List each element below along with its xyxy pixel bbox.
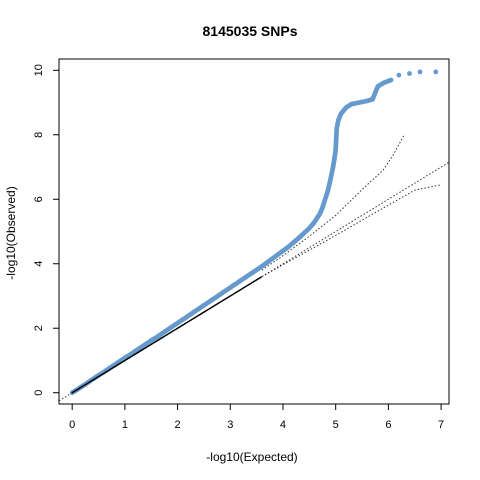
observed-point bbox=[407, 71, 412, 76]
observed-point bbox=[388, 77, 394, 83]
x-tick-label: 2 bbox=[175, 419, 181, 431]
x-tick-label: 0 bbox=[69, 419, 75, 431]
observed-point bbox=[417, 69, 423, 75]
y-axis: 0 2 4 6 8 10 bbox=[33, 64, 59, 396]
y-tick-label: 6 bbox=[33, 196, 45, 202]
data-points bbox=[69, 69, 439, 396]
y-tick-label: 4 bbox=[33, 261, 45, 267]
y-tick-label: 0 bbox=[33, 390, 45, 396]
y-tick-label: 10 bbox=[33, 64, 45, 76]
observed-point bbox=[396, 72, 402, 78]
y-tick-label: 2 bbox=[33, 325, 45, 331]
x-tick-label: 4 bbox=[280, 419, 286, 431]
x-axis-title: -log10(Expected) bbox=[206, 450, 297, 464]
observed-point bbox=[433, 69, 439, 75]
x-tick-label: 6 bbox=[385, 419, 391, 431]
plot-frame bbox=[58, 58, 450, 405]
x-axis: 0 1 2 3 4 5 6 7 bbox=[69, 404, 444, 431]
x-tick-label: 7 bbox=[438, 419, 444, 431]
x-tick-label: 3 bbox=[227, 419, 233, 431]
x-tick-label: 1 bbox=[122, 419, 128, 431]
chart-title: 8145035 SNPs bbox=[203, 23, 298, 39]
null-point bbox=[260, 276, 262, 278]
y-tick-label: 8 bbox=[33, 132, 45, 138]
confidence-lower-line bbox=[261, 184, 442, 278]
y-axis-title: -log10(Observed) bbox=[4, 186, 18, 279]
x-tick-label: 5 bbox=[333, 419, 339, 431]
